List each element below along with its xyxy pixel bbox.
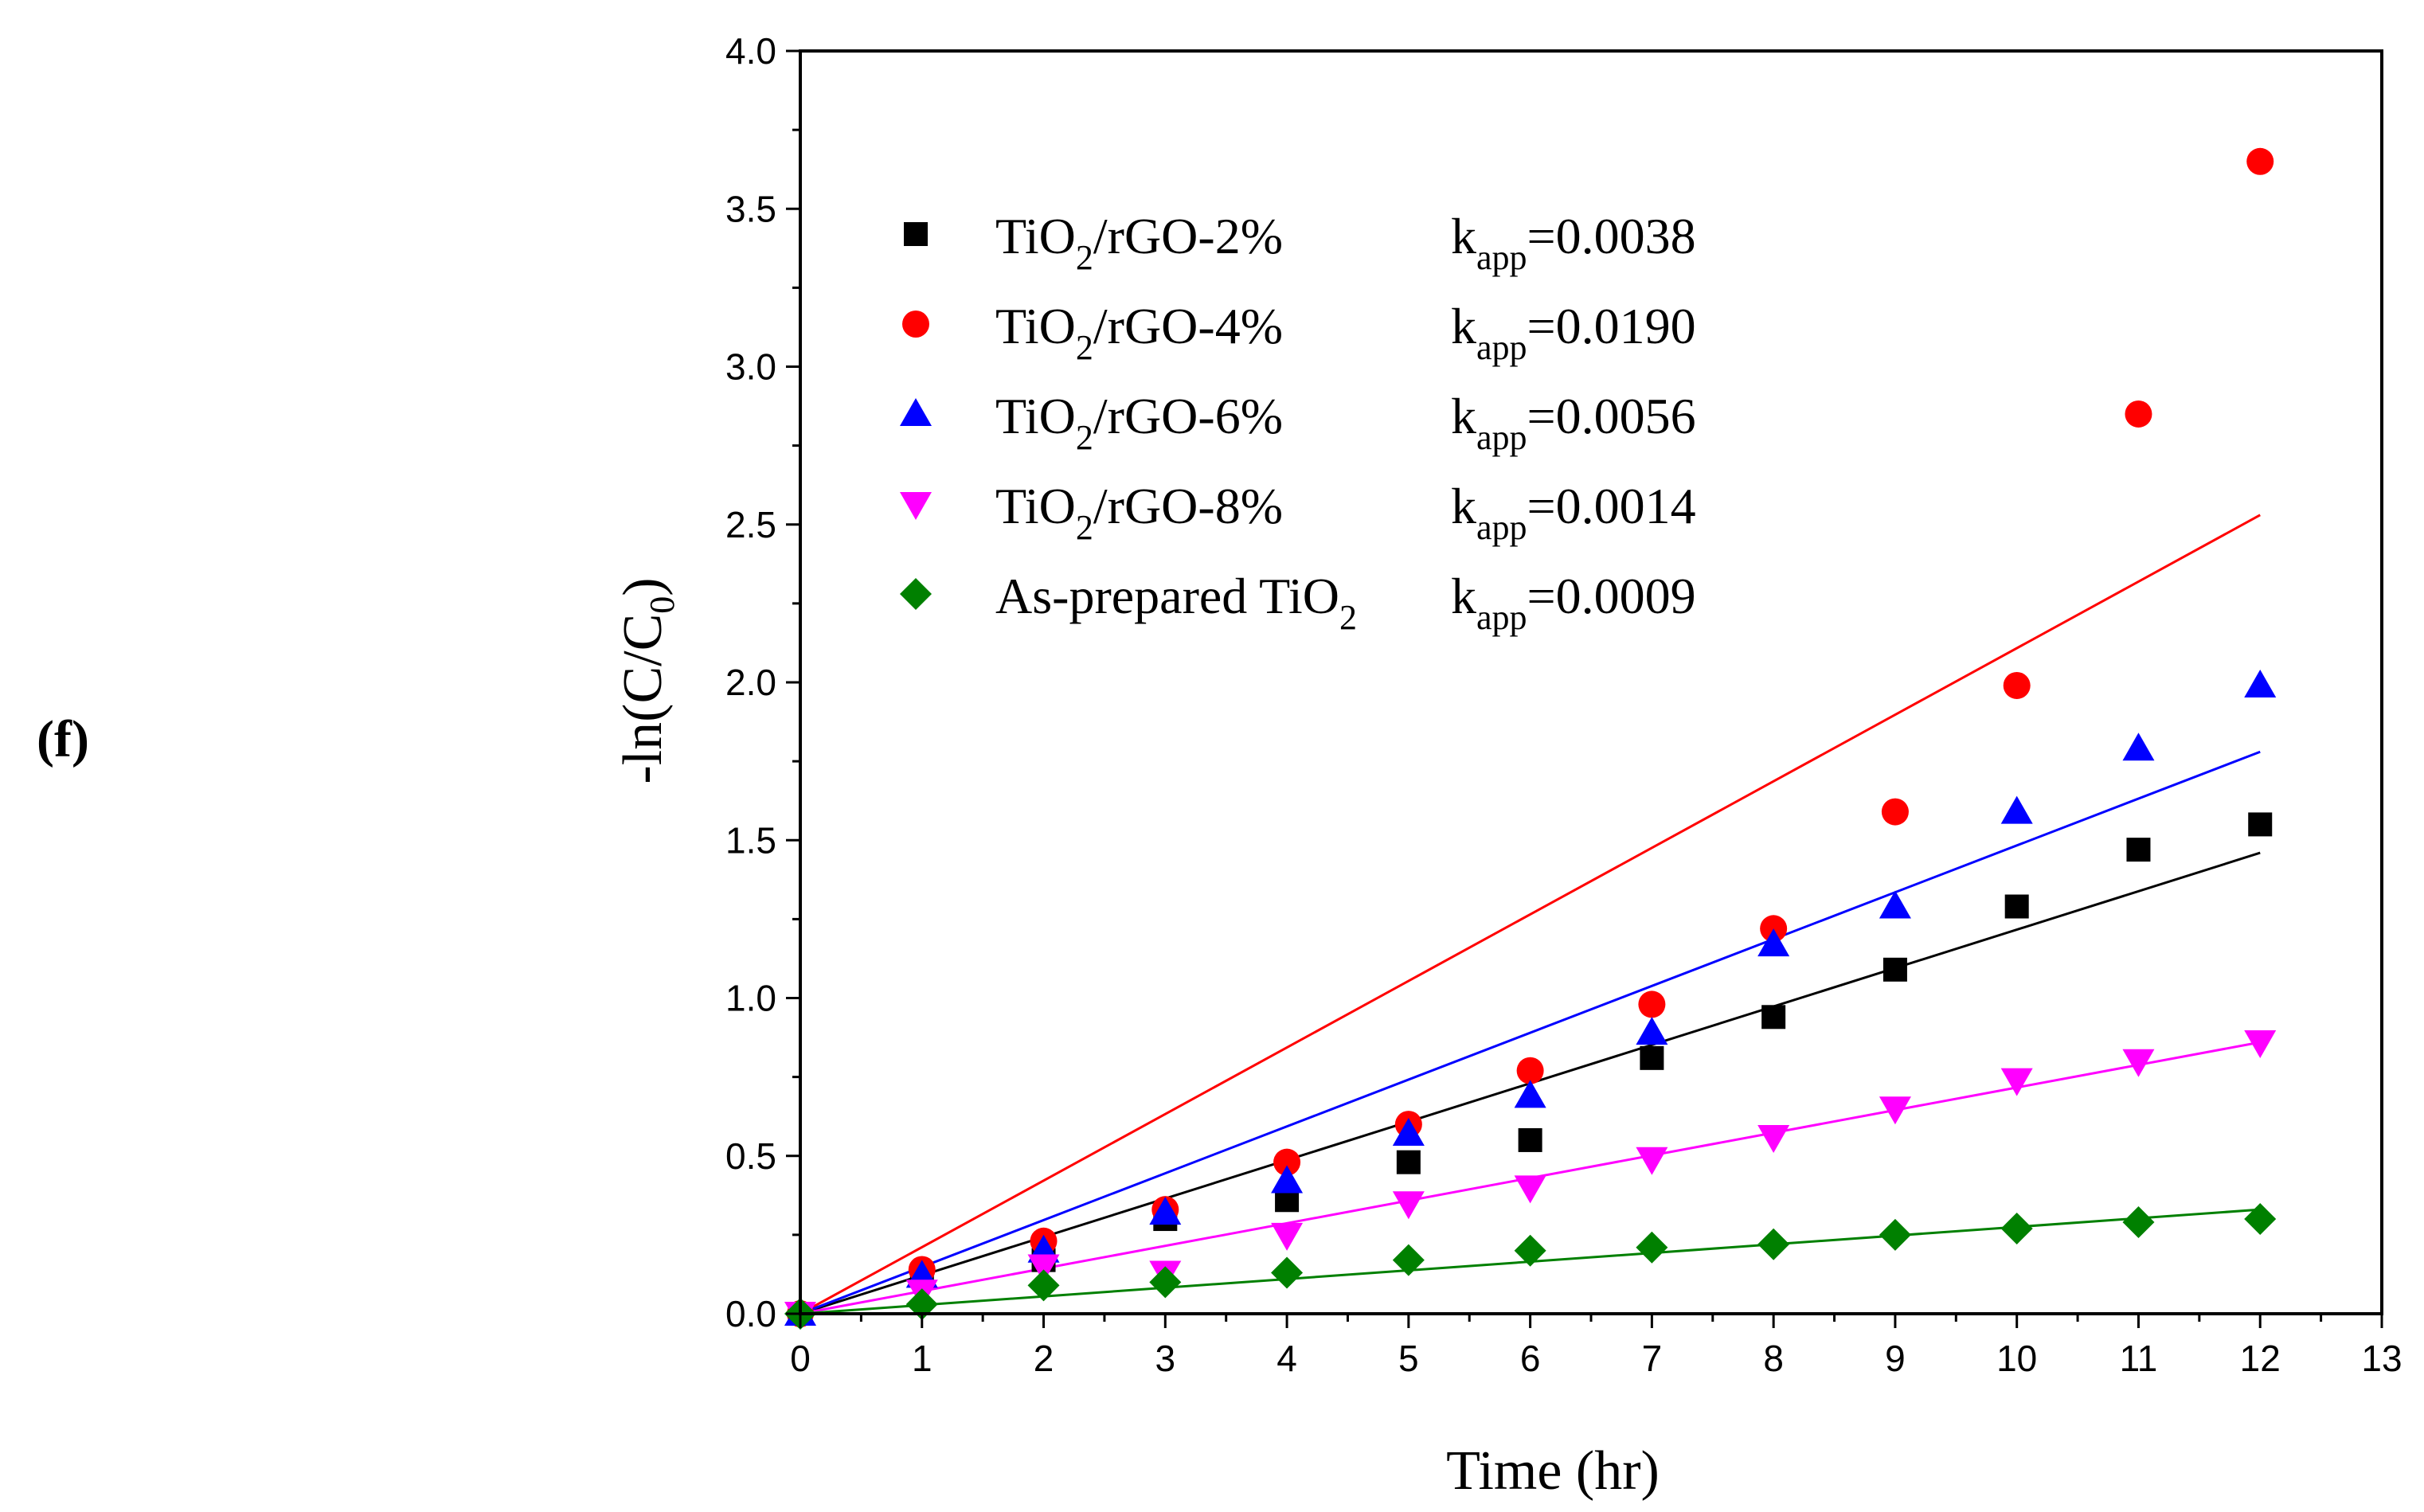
y-tick-label: 4.0 xyxy=(725,30,776,72)
data-point-series-2 xyxy=(1516,1057,1544,1084)
data-point-series-3 xyxy=(1271,1165,1304,1194)
legend-label-series-5: As-prepared TiO2 xyxy=(995,568,1357,637)
y-tick-label: 0.0 xyxy=(725,1293,776,1334)
data-point-series-2 xyxy=(1881,798,1909,826)
data-point-series-1 xyxy=(1883,957,1907,982)
data-point-series-2 xyxy=(2003,671,2031,699)
y-tick-label: 3.5 xyxy=(725,188,776,229)
legend-label-series-1: TiO2/rGO-2% xyxy=(995,208,1283,277)
x-tick-label: 5 xyxy=(1398,1338,1419,1379)
data-point-series-3 xyxy=(2122,733,2155,761)
data-point-series-3 xyxy=(1879,890,1911,919)
y-tick-label: 0.5 xyxy=(725,1135,776,1177)
y-tick-label: 2.5 xyxy=(725,504,776,545)
data-point-series-4 xyxy=(2122,1049,2155,1077)
x-tick-label: 13 xyxy=(2361,1338,2402,1379)
y-tick-label: 1.5 xyxy=(725,819,776,861)
x-tick-label: 6 xyxy=(1520,1338,1541,1379)
legend-k-value-series-1: kapp=0.0038 xyxy=(1451,208,1696,277)
y-axis-title: -ln(C/C0) xyxy=(612,577,682,783)
legend: TiO2/rGO-2% kapp=0.0038 TiO2/rGO-4% kapp=0.… xyxy=(900,208,1696,637)
data-point-series-4 xyxy=(2000,1068,2033,1096)
data-point-series-4 xyxy=(1271,1222,1304,1251)
x-tick-label: 2 xyxy=(1034,1338,1054,1379)
x-tick-label: 10 xyxy=(1996,1338,2037,1379)
data-point-series-5 xyxy=(2000,1212,2033,1244)
data-point-series-4 xyxy=(1879,1096,1911,1125)
data-point-series-4 xyxy=(2244,1030,2277,1059)
y-axis-title-main: -ln(C/C xyxy=(612,614,674,784)
data-point-series-1 xyxy=(1640,1045,1664,1070)
x-tick-label: 12 xyxy=(2240,1338,2281,1379)
data-point-series-5 xyxy=(1027,1269,1060,1302)
svg-text:-ln(C/C0): -ln(C/C0) xyxy=(612,577,682,783)
x-tick-label: 11 xyxy=(2120,1338,2158,1379)
legend-marker-series-5 xyxy=(900,578,932,610)
legend-label-series-4: TiO2/rGO-8% xyxy=(995,478,1283,547)
legend-label-series-3: TiO2/rGO-6% xyxy=(995,388,1283,457)
data-point-series-4 xyxy=(1757,1124,1790,1153)
fit-line-series-3 xyxy=(800,750,2261,1315)
data-point-series-1 xyxy=(1518,1127,1542,1152)
data-point-series-3 xyxy=(1149,1197,1182,1225)
data-point-series-1 xyxy=(1396,1150,1421,1174)
x-tick-label: 8 xyxy=(1763,1338,1784,1379)
data-point-series-1 xyxy=(2126,838,2151,862)
data-point-series-5 xyxy=(1879,1218,1911,1251)
data-point-series-2 xyxy=(1273,1148,1301,1176)
data-point-series-5 xyxy=(2122,1206,2155,1239)
x-tick-label: 1 xyxy=(912,1338,932,1379)
data-point-series-3 xyxy=(1514,1080,1546,1108)
x-axis-title: Time (hr) xyxy=(1446,1440,1660,1502)
y-tick-label: 1.0 xyxy=(725,978,776,1019)
data-point-series-4 xyxy=(1392,1191,1425,1220)
data-point-series-2 xyxy=(1638,990,1666,1018)
data-point-series-4 xyxy=(1636,1147,1668,1175)
x-tick-label: 4 xyxy=(1277,1338,1297,1379)
data-point-series-5 xyxy=(1514,1234,1546,1267)
y-axis-ticks: 0.0 0.5 1.0 1.5 2.0 2.5 3.0 3.5 4.0 xyxy=(725,30,800,1334)
data-point-series-3 xyxy=(1392,1117,1425,1146)
data-point-series-3 xyxy=(2000,795,2033,824)
data-point-series-1 xyxy=(1761,1005,1786,1029)
legend-marker-series-3 xyxy=(900,398,932,426)
data-point-series-2 xyxy=(2125,400,2152,428)
data-point-series-5 xyxy=(1757,1228,1790,1260)
x-axis-ticks: 0 1 2 3 4 5 6 7 8 9 10 11 12 13 xyxy=(790,1314,2402,1379)
legend-marker-series-1 xyxy=(904,222,928,246)
data-point-series-5 xyxy=(1636,1231,1668,1264)
data-point-series-5 xyxy=(2244,1203,2277,1236)
legend-k-value-series-4: kapp=0.0014 xyxy=(1451,478,1696,547)
data-point-series-4 xyxy=(1514,1175,1546,1204)
data-point-series-4 xyxy=(1027,1254,1060,1283)
legend-marker-series-4 xyxy=(900,492,932,520)
data-point-series-3 xyxy=(1636,1017,1668,1045)
data-point-series-1 xyxy=(2248,812,2273,837)
y-axis-title-sub: 0 xyxy=(643,596,682,614)
legend-marker-series-2 xyxy=(902,311,929,338)
data-point-series-5 xyxy=(1149,1266,1182,1299)
y-axis-title-close: ) xyxy=(612,577,674,596)
data-point-series-5 xyxy=(1271,1256,1304,1289)
x-tick-label: 9 xyxy=(1885,1338,1906,1379)
data-point-series-1 xyxy=(2004,894,2029,919)
x-tick-label: 7 xyxy=(1642,1338,1663,1379)
panel-label: (f) xyxy=(37,710,89,768)
data-point-series-2 xyxy=(2246,147,2274,175)
data-point-series-5 xyxy=(1392,1244,1425,1276)
fit-line-series-2 xyxy=(800,514,2261,1315)
x-tick-label: 3 xyxy=(1155,1338,1176,1379)
legend-label-series-2: TiO2/rGO-4% xyxy=(995,298,1283,367)
data-point-series-3 xyxy=(1757,928,1790,957)
legend-k-value-series-2: kapp=0.0190 xyxy=(1451,298,1696,367)
data-point-series-3 xyxy=(2244,669,2277,697)
y-tick-label: 3.0 xyxy=(725,346,776,388)
x-tick-label: 0 xyxy=(790,1338,811,1379)
legend-k-value-series-5: kapp=0.0009 xyxy=(1451,568,1696,637)
legend-k-value-series-3: kapp=0.0056 xyxy=(1451,388,1696,457)
y-tick-label: 2.0 xyxy=(725,662,776,703)
